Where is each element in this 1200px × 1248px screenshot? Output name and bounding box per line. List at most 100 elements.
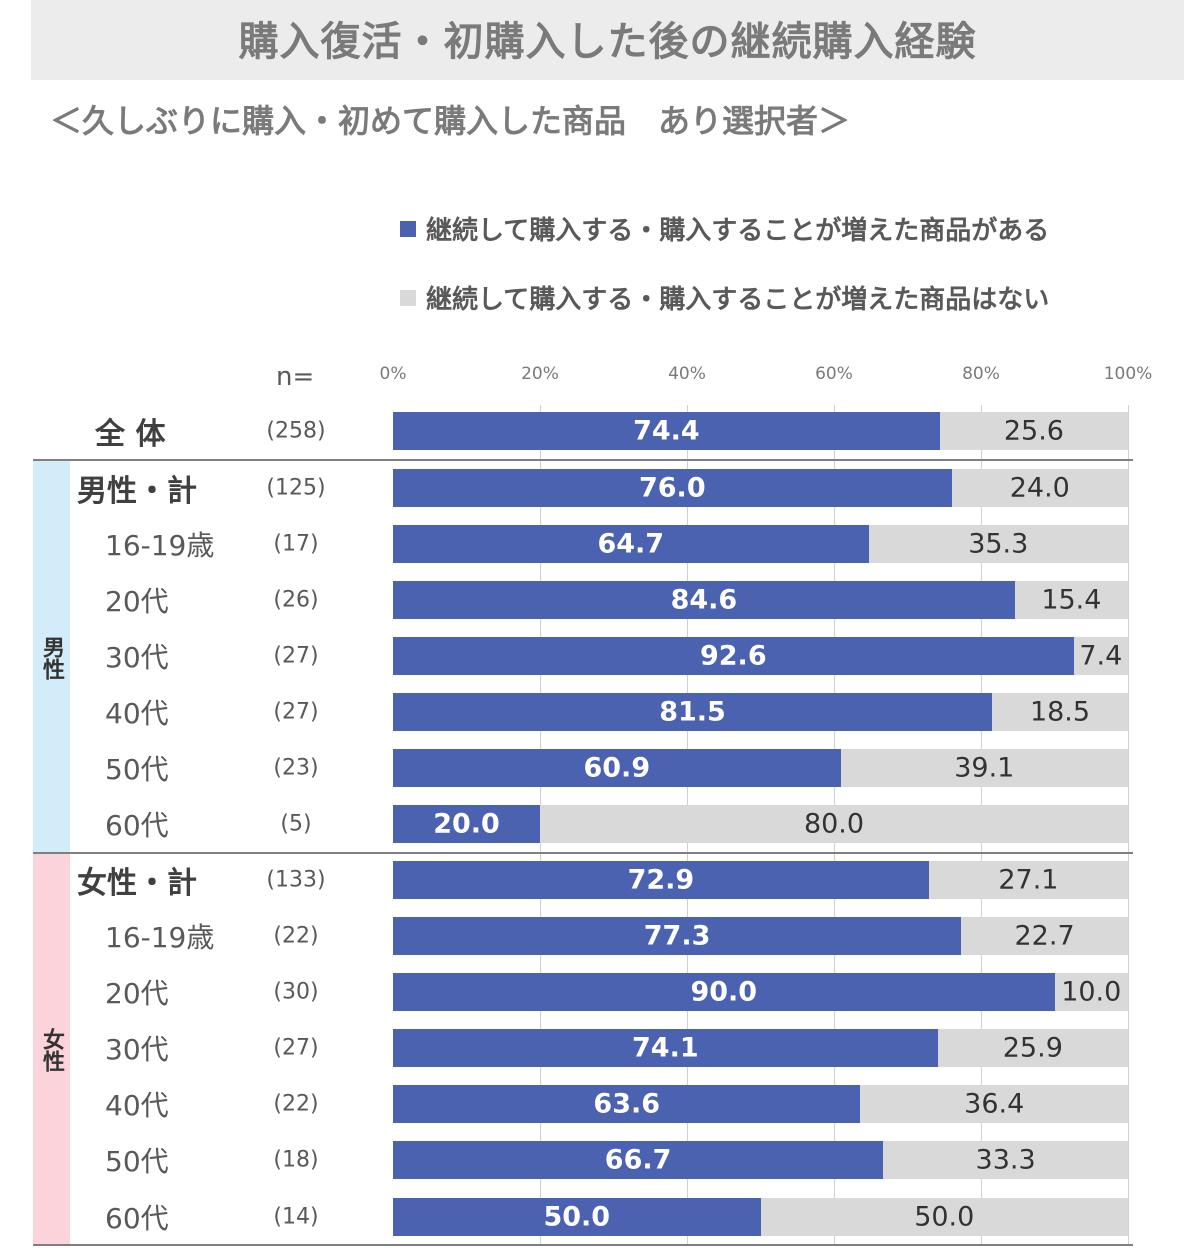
value-label-no: 36.4 [964, 1088, 1025, 1120]
divider-line [33, 1244, 1133, 1246]
n-value: (133) [266, 867, 326, 893]
category-label: 40代 [105, 1089, 169, 1122]
n-value: (5) [280, 811, 312, 837]
category-label: 50代 [105, 753, 169, 786]
male-group-label: 男性 [39, 636, 64, 680]
value-label-no: 35.3 [968, 528, 1029, 560]
x-tick-label: 100% [1103, 364, 1153, 384]
legend-label-no: 継続して購入する・購入することが増えた商品はない [426, 285, 1050, 315]
bar-no [540, 805, 1128, 843]
x-tick-label: 20% [521, 364, 559, 384]
value-label-yes: 92.6 [699, 640, 767, 672]
value-label-no: 10.0 [1061, 976, 1122, 1008]
bar-yes [393, 412, 940, 450]
bar-yes [393, 861, 929, 899]
bar-no [951, 469, 1128, 507]
x-tick-label: 60% [815, 364, 853, 384]
n-value: (14) [273, 1204, 319, 1230]
bar-no [1014, 581, 1128, 619]
x-tick-label: 80% [962, 364, 1000, 384]
chart-subtitle: ＜久しぶりに購入・初めて購入した商品 あり選択者＞ [50, 102, 851, 140]
value-label-yes: 74.1 [632, 1032, 699, 1064]
bar-yes [393, 1198, 761, 1236]
bar-no [860, 1085, 1128, 1123]
bar-no [939, 412, 1128, 450]
female-band [33, 854, 70, 1245]
n-value: (17) [273, 531, 319, 557]
value-label-no: 24.0 [1009, 472, 1070, 504]
bar-yes [393, 1029, 938, 1067]
n-value: (27) [273, 699, 319, 725]
value-label-no: 39.1 [954, 752, 1015, 784]
female-group-label: 女性 [39, 1028, 64, 1072]
category-label: 60代 [105, 1202, 169, 1235]
value-label-no: 15.4 [1041, 584, 1102, 616]
n-value: (23) [273, 755, 319, 781]
x-tick-label: 40% [668, 364, 706, 384]
legend-swatch-yes [400, 220, 416, 237]
n-value: (26) [273, 587, 319, 613]
chart-title: 購入復活・初購入した後の継続購入経験 [31, 0, 1184, 80]
bar-yes [393, 749, 841, 787]
value-label-yes: 20.0 [433, 808, 500, 840]
value-label-no: 7.4 [1079, 640, 1123, 672]
bar-no [840, 749, 1128, 787]
value-label-yes: 74.4 [633, 415, 700, 447]
value-label-yes: 76.0 [638, 472, 706, 504]
value-label-no: 22.7 [1014, 920, 1075, 952]
gridline [1128, 405, 1129, 1245]
value-label-no: 50.0 [914, 1201, 975, 1233]
n-value: (30) [273, 979, 319, 1005]
bar-yes [393, 805, 540, 843]
value-label-yes: 50.0 [543, 1201, 611, 1233]
category-label: 女性・計 [77, 866, 197, 901]
value-label-no: 25.9 [1002, 1032, 1063, 1064]
n-value: (27) [273, 643, 319, 669]
value-label-yes: 84.6 [670, 584, 738, 616]
value-label-yes: 60.9 [583, 752, 651, 784]
value-label-no: 27.1 [998, 864, 1059, 896]
bar-yes [393, 693, 993, 731]
bar-yes [393, 581, 1015, 619]
n-value: (27) [273, 1035, 319, 1061]
value-label-yes: 66.7 [604, 1144, 672, 1176]
category-label: 60代 [105, 809, 169, 842]
category-label: 20代 [105, 585, 169, 618]
bar-no [760, 1198, 1128, 1236]
bar-no [992, 693, 1128, 731]
value-label-yes: 63.6 [593, 1088, 661, 1120]
bar-yes [393, 1085, 861, 1123]
bar-yes [393, 1141, 884, 1179]
value-label-no: 18.5 [1029, 696, 1091, 728]
category-label: 男性・計 [77, 474, 197, 509]
bar-no [1073, 637, 1128, 675]
legend-item-no: 継続して購入する・購入することが増えた商品はない [400, 279, 1049, 316]
divider-line [33, 852, 1133, 854]
value-label-no: 80.0 [803, 808, 865, 840]
divider-line [33, 459, 1133, 461]
value-label-no: 25.6 [1003, 415, 1064, 447]
bar-no [928, 861, 1128, 899]
category-label: 30代 [105, 641, 169, 674]
category-label: 40代 [105, 697, 169, 730]
male-band [33, 461, 70, 853]
value-label-yes: 72.9 [627, 864, 695, 896]
x-tick-label: 0% [379, 364, 407, 384]
legend-item-yes: 継続して購入する・購入することが増えた商品がある [400, 210, 1049, 247]
bar-yes [393, 973, 1055, 1011]
bar-no [1054, 973, 1128, 1011]
legend-swatch-no [400, 289, 416, 306]
value-label-no: 33.3 [975, 1144, 1036, 1176]
n-value: (22) [273, 923, 319, 949]
bar-yes [393, 917, 962, 955]
n-header: n= [276, 362, 315, 392]
value-label-yes: 64.7 [597, 528, 665, 560]
bar-yes [393, 525, 869, 563]
bar-no [883, 1141, 1128, 1179]
n-value: (18) [273, 1147, 319, 1173]
legend-label-yes: 継続して購入する・購入することが増えた商品がある [426, 216, 1050, 246]
bar-no [937, 1029, 1128, 1067]
category-label: 50代 [105, 1145, 169, 1178]
category-label: 16-19歳 [105, 529, 215, 562]
